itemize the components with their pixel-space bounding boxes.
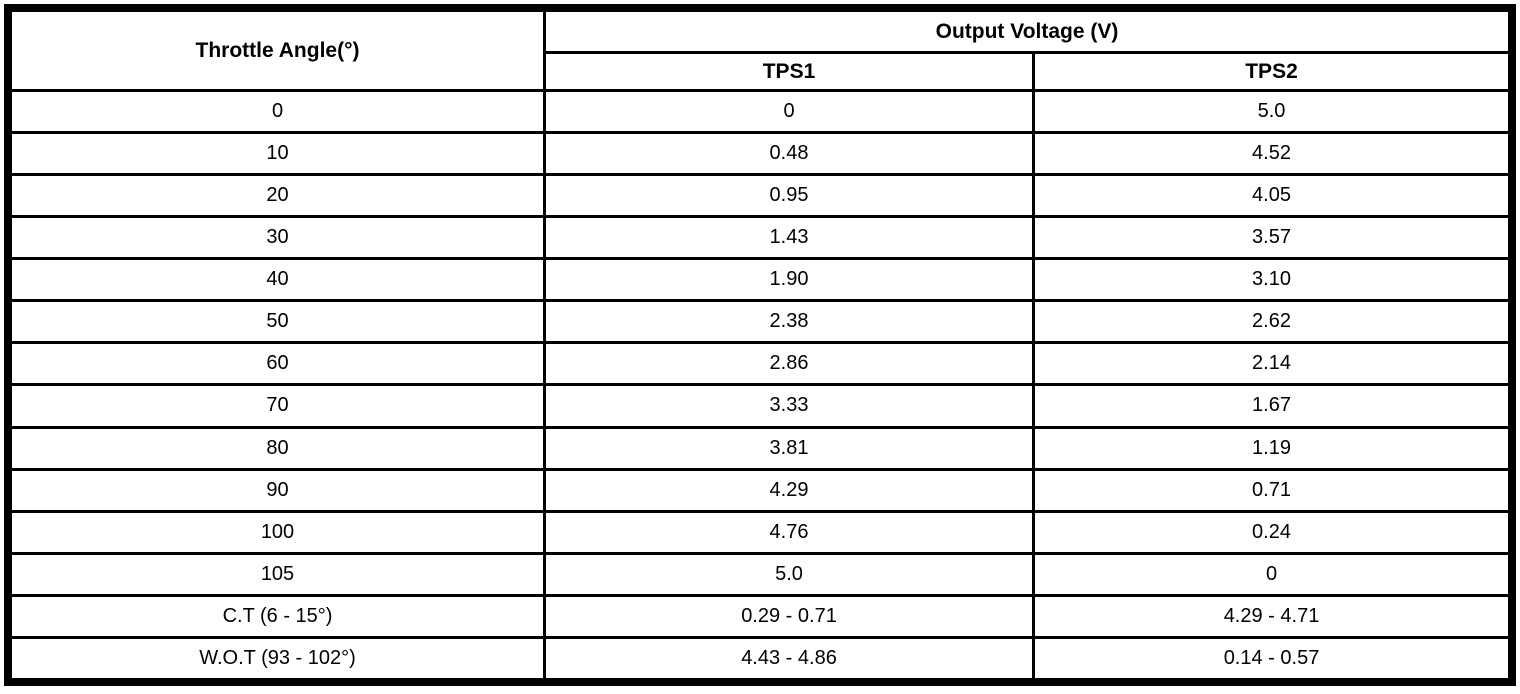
tps2-cell: 3.10 (1032, 257, 1511, 303)
table-row: C.T (6 - 15°) 0.29 - 0.71 4.29 - 4.71 (9, 593, 1511, 639)
throttle-angle-cell: 10 (9, 131, 546, 177)
tps2-cell: 5.0 (1032, 88, 1511, 135)
tps2-cell: 0.14 - 0.57 (1032, 635, 1511, 682)
tps2-cell: 4.29 - 4.71 (1032, 593, 1511, 639)
tps2-cell: 3.57 (1032, 215, 1511, 261)
table-row: 100 4.76 0.24 (9, 509, 1511, 555)
table-header: Throttle Angle(°) Output Voltage (V) TPS… (9, 9, 1511, 92)
tps1-cell: 4.29 (543, 467, 1035, 513)
throttle-angle-cell: 100 (9, 509, 546, 555)
throttle-angle-cell: 105 (9, 551, 546, 597)
table-row: 80 3.81 1.19 (9, 425, 1511, 471)
throttle-angle-cell: 20 (9, 173, 546, 219)
output-voltage-header: Output Voltage (V) (543, 9, 1511, 54)
table-row: 30 1.43 3.57 (9, 215, 1511, 261)
tps2-cell: 1.19 (1032, 425, 1511, 471)
throttle-angle-cell: 0 (9, 88, 546, 135)
sub-header-row: TPS1 TPS2 (11, 51, 1511, 92)
throttle-angle-cell: 60 (9, 341, 546, 387)
throttle-angle-header: Throttle Angle(°) (9, 9, 546, 92)
tps1-cell: 1.90 (543, 257, 1035, 303)
tps2-cell: 2.62 (1032, 299, 1511, 345)
tps1-cell: 3.81 (543, 425, 1035, 471)
table-row: 0 0 5.0 (9, 88, 1511, 135)
tps2-cell: 1.67 (1032, 383, 1511, 429)
tps2-cell: 2.14 (1032, 341, 1511, 387)
tps2-header: TPS2 (1032, 51, 1511, 92)
tps1-cell: 2.86 (543, 341, 1035, 387)
table-row: 10 0.48 4.52 (9, 131, 1511, 177)
table-row: 50 2.38 2.62 (9, 299, 1511, 345)
tps2-cell: 0 (1032, 551, 1511, 597)
table-row: 70 3.33 1.67 (9, 383, 1511, 429)
table-row: W.O.T (93 - 102°) 4.43 - 4.86 0.14 - 0.57 (9, 635, 1511, 682)
table-row: 60 2.86 2.14 (9, 341, 1511, 387)
table-row: 40 1.90 3.10 (9, 257, 1511, 303)
throttle-angle-cell: 50 (9, 299, 546, 345)
table-body: 0 0 5.0 10 0.48 4.52 20 0.95 4.05 30 1.43 3.57 40 1.9… (9, 88, 1511, 682)
data-table: Throttle Angle(°) Output Voltage (V) TPS… (9, 9, 1511, 682)
table-row: 20 0.95 4.05 (9, 173, 1511, 219)
throttle-angle-cell: 30 (9, 215, 546, 261)
tps1-cell: 4.76 (543, 509, 1035, 555)
tps2-cell: 0.24 (1032, 509, 1511, 555)
table-row: 105 5.0 0 (9, 551, 1511, 597)
tps1-cell: 0 (543, 88, 1035, 135)
tps2-cell: 4.52 (1032, 131, 1511, 177)
tps1-header: TPS1 (543, 51, 1035, 92)
tps2-cell: 0.71 (1032, 467, 1511, 513)
throttle-angle-cell: C.T (6 - 15°) (9, 593, 546, 639)
tps1-cell: 1.43 (543, 215, 1035, 261)
tps1-cell: 5.0 (543, 551, 1035, 597)
throttle-tps-voltage-table: Throttle Angle(°) Output Voltage (V) TPS… (4, 4, 1516, 686)
tps2-cell: 4.05 (1032, 173, 1511, 219)
throttle-angle-cell: 90 (9, 467, 546, 513)
tps1-cell: 0.95 (543, 173, 1035, 219)
throttle-angle-cell: W.O.T (93 - 102°) (9, 635, 546, 682)
tps1-cell: 2.38 (543, 299, 1035, 345)
tps1-cell: 0.48 (543, 131, 1035, 177)
tps1-cell: 4.43 - 4.86 (543, 635, 1035, 682)
throttle-angle-cell: 80 (9, 425, 546, 471)
table-row: 90 4.29 0.71 (9, 467, 1511, 513)
tps1-cell: 3.33 (543, 383, 1035, 429)
tps1-cell: 0.29 - 0.71 (543, 593, 1035, 639)
throttle-angle-cell: 40 (9, 257, 546, 303)
group-header-row: Throttle Angle(°) Output Voltage (V) (9, 9, 1511, 92)
throttle-angle-cell: 70 (9, 383, 546, 429)
